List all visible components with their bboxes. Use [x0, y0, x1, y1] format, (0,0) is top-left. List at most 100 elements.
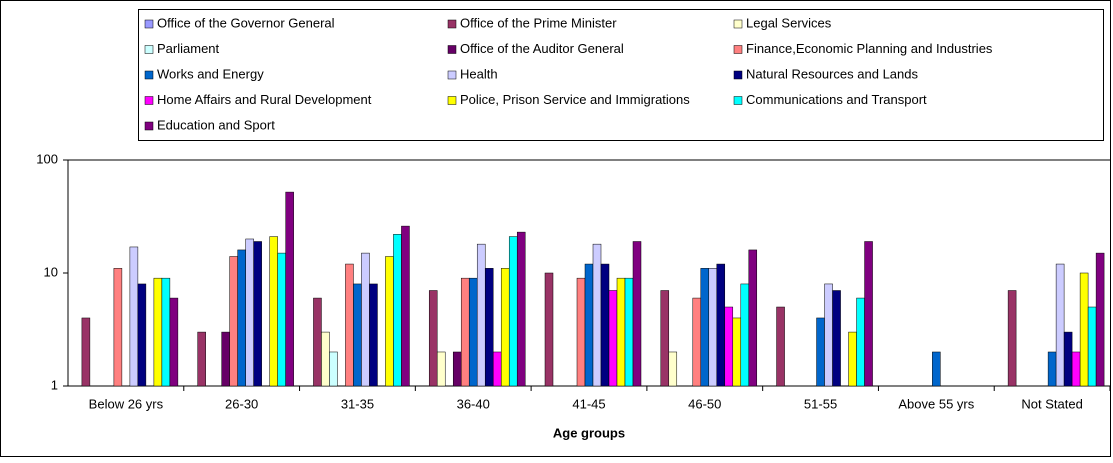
bar [1087, 306, 1097, 387]
legend-label: Parliament [157, 41, 220, 56]
bar [716, 263, 726, 387]
bar [1007, 290, 1017, 387]
legend-label: Home Affairs and Rural Development [157, 92, 372, 107]
y-tick-label: 100 [36, 151, 58, 166]
bar [608, 290, 618, 387]
bar [269, 236, 278, 387]
bar [500, 268, 510, 387]
bar [508, 236, 518, 387]
bar [369, 283, 378, 387]
legend-swatch [447, 96, 457, 105]
legend-label: Office of the Governor General [157, 15, 335, 30]
bar [393, 234, 402, 387]
bar [361, 252, 370, 387]
legend-label: Works and Energy [157, 66, 264, 81]
bar [748, 249, 758, 387]
bar [592, 243, 602, 387]
bar [468, 277, 478, 387]
bar [277, 252, 286, 387]
bar [848, 331, 857, 387]
bar [492, 351, 502, 387]
x-tick-label: 26-30 [225, 396, 258, 411]
bar [692, 297, 702, 387]
bar [1047, 351, 1057, 387]
legend-label: Health [460, 66, 498, 81]
bar [169, 297, 179, 387]
bar [321, 331, 330, 387]
bar [616, 277, 626, 387]
legend-label: Office of the Auditor General [460, 41, 624, 56]
bar [436, 351, 446, 387]
bar [428, 290, 438, 387]
legend-swatch [447, 19, 457, 29]
legend-label: Finance,Economic Planning and Industries [746, 41, 993, 56]
bar [732, 317, 742, 387]
legend-label: Communications and Transport [746, 92, 927, 107]
bar [452, 351, 462, 387]
x-tick-label: 31-35 [341, 396, 374, 411]
bar [776, 306, 785, 387]
bar [285, 191, 294, 387]
bar [708, 268, 718, 387]
legend-swatch [447, 70, 457, 80]
bar [700, 268, 710, 387]
bar [353, 283, 362, 387]
bar [129, 246, 139, 387]
bar [113, 268, 123, 387]
legend-swatch [144, 45, 154, 54]
legend-swatch [144, 96, 154, 105]
x-tick-label: Below 26 yrs [89, 396, 164, 411]
bar [624, 277, 634, 387]
legend-swatch [733, 70, 743, 80]
x-tick-label: 51-55 [804, 396, 837, 411]
legend-swatch [733, 96, 743, 105]
legend-label: Office of the Prime Minister [460, 15, 617, 30]
legend-swatch [447, 45, 457, 54]
bar [660, 290, 670, 387]
bar [1055, 263, 1065, 387]
bar [600, 263, 610, 387]
x-axis-title: Age groups [553, 425, 625, 440]
x-tick-label: Not Stated [1021, 396, 1082, 411]
bar [385, 256, 394, 387]
legend-swatch [733, 19, 743, 29]
legend-box [138, 9, 1104, 141]
bar [856, 297, 865, 387]
bar [864, 241, 873, 387]
bar [668, 351, 678, 387]
legend-swatch [144, 121, 154, 131]
bar [632, 241, 642, 387]
bar [345, 263, 354, 387]
legend-label: Natural Resources and Lands [746, 66, 918, 81]
bar [137, 283, 147, 387]
x-tick-label: 41-45 [572, 396, 605, 411]
legend-label: Police, Prison Service and Immigrations [460, 92, 690, 107]
bar [1095, 252, 1105, 387]
legend-label: Education and Sport [157, 117, 275, 132]
legend-label: Legal Services [746, 15, 832, 30]
bar [329, 351, 338, 387]
bar [516, 231, 526, 387]
x-tick-label: 46-50 [688, 396, 721, 411]
y-tick-label: 10 [44, 264, 58, 279]
bar [161, 277, 171, 387]
bar [460, 277, 470, 387]
bar [824, 283, 833, 387]
bar [576, 277, 586, 387]
bar [313, 297, 322, 387]
bar [401, 225, 410, 387]
bar [832, 290, 841, 387]
x-tick-label: Above 55 yrs [898, 396, 974, 411]
y-tick-label: 1 [51, 377, 58, 392]
legend-swatch [144, 70, 154, 80]
bar [544, 272, 554, 387]
bar [816, 317, 825, 387]
bar [245, 238, 254, 387]
x-tick-label: 36-40 [457, 396, 490, 411]
bar [81, 317, 91, 387]
bar [476, 243, 486, 387]
bar [1063, 331, 1073, 387]
bar [153, 277, 163, 387]
legend-swatch [144, 19, 154, 29]
